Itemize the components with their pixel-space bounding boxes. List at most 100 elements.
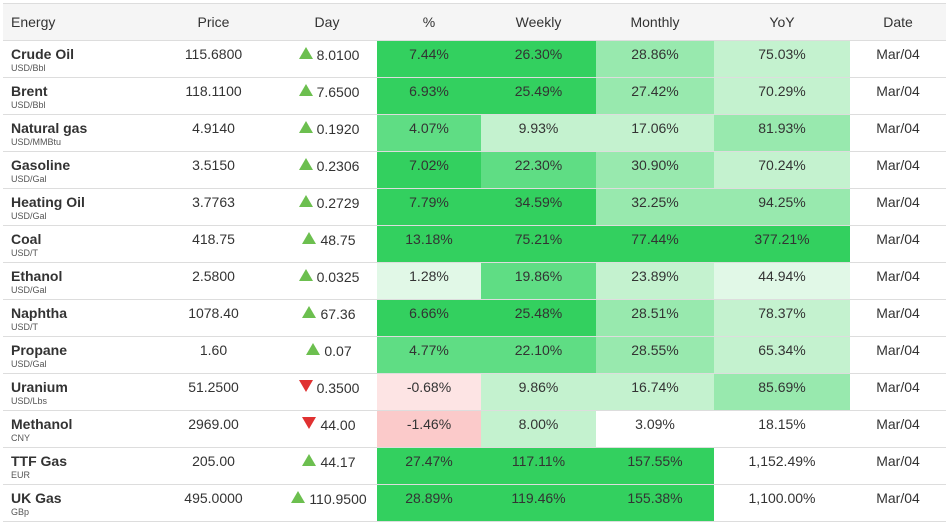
commodity-cell[interactable]: Gasoline USD/Gal	[3, 151, 150, 189]
yoy-change-value: 70.29%	[758, 83, 806, 99]
percent-change-value: 28.89%	[405, 490, 453, 506]
table-row[interactable]: Gasoline USD/Gal 3.5150 0.2306 7.02% 22.30% 30…	[3, 151, 946, 189]
commodity-name-link[interactable]: Natural gas	[11, 120, 88, 136]
header-monthly[interactable]: Monthly	[596, 3, 714, 41]
monthly-change-cell: 27.42%	[596, 77, 714, 115]
price-cell: 51.2500	[150, 373, 277, 411]
day-change-value: 67.36	[320, 306, 356, 322]
commodity-cell[interactable]: Brent USD/Bbl	[3, 77, 150, 115]
day-change-cell: 67.36	[277, 299, 377, 337]
date-value: Mar/04	[876, 305, 920, 321]
price-value: 418.75	[192, 231, 235, 247]
day-change-cell: 0.2306	[277, 151, 377, 189]
price-cell: 115.6800	[150, 40, 277, 78]
table-row[interactable]: Crude Oil USD/Bbl 115.6800 8.0100 7.44% 26.30…	[3, 40, 946, 78]
commodity-name-link[interactable]: Gasoline	[11, 157, 71, 173]
commodity-cell[interactable]: UK Gas GBp	[3, 484, 150, 522]
header-percent[interactable]: %	[377, 3, 481, 41]
weekly-change-value: 25.49%	[514, 83, 563, 99]
commodity-cell[interactable]: Coal USD/T	[3, 225, 150, 263]
commodity-name-link[interactable]: TTF Gas	[11, 453, 68, 469]
commodity-name-link[interactable]: Heating Oil	[11, 194, 85, 210]
percent-change-cell: 27.47%	[377, 447, 481, 485]
table-row[interactable]: Brent USD/Bbl 118.1100 7.6500 6.93% 25.49% 27.…	[3, 77, 946, 115]
table-row[interactable]: Coal USD/T 418.75 48.75 13.18% 75.21% 77.44% 37…	[3, 225, 946, 263]
commodity-name-link[interactable]: UK Gas	[11, 490, 62, 506]
price-cell: 118.1100	[150, 77, 277, 115]
monthly-change-cell: 155.38%	[596, 484, 714, 522]
date-cell: Mar/04	[850, 225, 946, 263]
commodity-name-link[interactable]: Crude Oil	[11, 46, 75, 62]
table-row[interactable]: Natural gas USD/MMBtu 4.9140 0.1920 4.07% 9.9…	[3, 114, 946, 152]
header-energy[interactable]: Energy	[3, 3, 150, 41]
day-change-cell: 0.07	[277, 336, 377, 374]
date-cell: Mar/04	[850, 151, 946, 189]
monthly-change-cell: 3.09%	[596, 410, 714, 448]
commodity-cell[interactable]: Methanol CNY	[3, 410, 150, 448]
table-row[interactable]: Heating Oil USD/Gal 3.7763 0.2729 7.79% 34.59…	[3, 188, 946, 226]
price-value: 4.9140	[192, 120, 235, 136]
weekly-change-cell: 22.10%	[481, 336, 596, 374]
commodity-unit: USD/Gal	[11, 285, 47, 295]
price-cell: 205.00	[150, 447, 277, 485]
table-row[interactable]: Propane USD/Gal 1.60 0.07 4.77% 22.10% 28.55% 6…	[3, 336, 946, 374]
energy-table-container: Energy Price Day % Weekly Monthly YoY Da…	[3, 3, 946, 522]
date-value: Mar/04	[876, 157, 920, 173]
commodity-cell[interactable]: TTF Gas EUR	[3, 447, 150, 485]
commodity-cell[interactable]: Propane USD/Gal	[3, 336, 150, 374]
monthly-change-value: 28.86%	[631, 46, 679, 62]
commodity-name-link[interactable]: Naphtha	[11, 305, 67, 321]
table-row[interactable]: Ethanol USD/Gal 2.5800 0.0325 1.28% 19.86% 23.…	[3, 262, 946, 300]
commodity-cell[interactable]: Heating Oil USD/Gal	[3, 188, 150, 226]
commodity-name-link[interactable]: Methanol	[11, 416, 73, 432]
commodity-cell[interactable]: Uranium USD/Lbs	[3, 373, 150, 411]
yoy-change-cell: 78.37%	[714, 299, 850, 337]
commodity-cell[interactable]: Natural gas USD/MMBtu	[3, 114, 150, 152]
commodity-name-link[interactable]: Uranium	[11, 379, 68, 395]
commodity-name-link[interactable]: Ethanol	[11, 268, 63, 284]
date-value: Mar/04	[876, 342, 920, 358]
commodity-cell[interactable]: Crude Oil USD/Bbl	[3, 40, 150, 78]
weekly-change-cell: 9.93%	[481, 114, 596, 152]
header-date[interactable]: Date	[850, 3, 946, 41]
price-value: 1.60	[199, 342, 228, 358]
day-change-value: 48.75	[320, 232, 356, 248]
weekly-change-cell: 117.11%	[481, 447, 596, 485]
header-yoy[interactable]: YoY	[714, 3, 850, 41]
commodity-unit: USD/Gal	[11, 174, 47, 184]
monthly-change-cell: 32.25%	[596, 188, 714, 226]
price-cell: 1.60	[150, 336, 277, 374]
monthly-change-value: 30.90%	[631, 157, 679, 173]
price-value: 205.00	[192, 453, 235, 469]
table-row[interactable]: Naphtha USD/T 1078.40 67.36 6.66% 25.48% 28.51…	[3, 299, 946, 337]
commodity-name-link[interactable]: Propane	[11, 342, 68, 358]
header-weekly[interactable]: Weekly	[481, 3, 596, 41]
table-row[interactable]: UK Gas GBp 495.0000 110.9500 28.89% 119.46% 15…	[3, 484, 946, 522]
header-price[interactable]: Price	[150, 3, 277, 41]
table-row[interactable]: Methanol CNY 2969.00 44.00 -1.46% 8.00% 3.09% 1…	[3, 410, 946, 448]
price-value: 3.7763	[192, 194, 235, 210]
triangle-up-icon	[298, 47, 313, 59]
table-row[interactable]: Uranium USD/Lbs 51.2500 0.3500 -0.68% 9.86% 16…	[3, 373, 946, 411]
commodity-name-link[interactable]: Brent	[11, 83, 48, 99]
commodity-cell[interactable]: Ethanol USD/Gal	[3, 262, 150, 300]
date-value: Mar/04	[876, 490, 920, 506]
weekly-change-cell: 25.49%	[481, 77, 596, 115]
table-row[interactable]: TTF Gas EUR 205.00 44.17 27.47% 117.11% 157.55…	[3, 447, 946, 485]
price-cell: 2969.00	[150, 410, 277, 448]
commodity-cell[interactable]: Naphtha USD/T	[3, 299, 150, 337]
commodity-name-link[interactable]: Coal	[11, 231, 42, 247]
day-change-cell: 48.75	[277, 225, 377, 263]
day-change-value: 44.17	[320, 454, 356, 470]
day-change-value: 7.6500	[316, 84, 360, 100]
header-day[interactable]: Day	[277, 3, 377, 41]
weekly-change-cell: 9.86%	[481, 373, 596, 411]
day-change-value: 0.1920	[316, 121, 360, 137]
price-value: 115.6800	[184, 46, 243, 62]
date-value: Mar/04	[876, 416, 920, 432]
yoy-change-cell: 81.93%	[714, 114, 850, 152]
triangle-up-icon	[298, 269, 313, 281]
triangle-up-icon	[302, 232, 317, 244]
day-change-value: 0.07	[324, 343, 352, 359]
weekly-change-value: 26.30%	[514, 46, 563, 62]
